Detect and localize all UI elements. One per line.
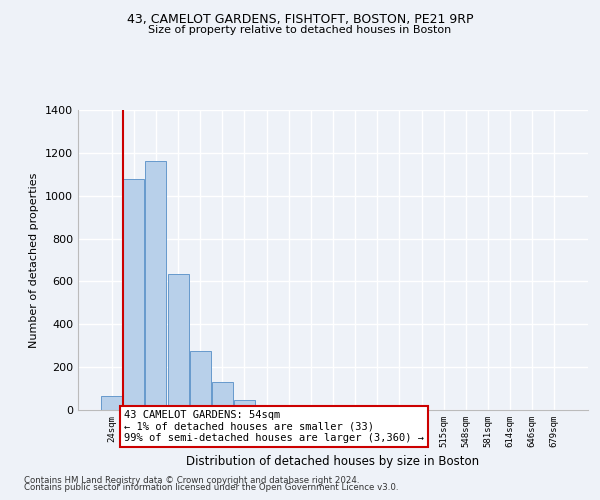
Text: Contains HM Land Registry data © Crown copyright and database right 2024.: Contains HM Land Registry data © Crown c… xyxy=(24,476,359,485)
Bar xyxy=(167,274,188,410)
Bar xyxy=(389,407,410,410)
Text: 43 CAMELOT GARDENS: 54sqm
← 1% of detached houses are smaller (33)
99% of semi-d: 43 CAMELOT GARDENS: 54sqm ← 1% of detach… xyxy=(124,410,424,443)
Text: Size of property relative to detached houses in Boston: Size of property relative to detached ho… xyxy=(148,25,452,35)
Bar xyxy=(234,400,255,410)
Bar xyxy=(212,382,233,410)
Bar xyxy=(256,406,277,410)
X-axis label: Distribution of detached houses by size in Boston: Distribution of detached houses by size … xyxy=(187,456,479,468)
Bar xyxy=(190,351,211,410)
Bar xyxy=(278,407,299,410)
Text: Contains public sector information licensed under the Open Government Licence v3: Contains public sector information licen… xyxy=(24,484,398,492)
Y-axis label: Number of detached properties: Number of detached properties xyxy=(29,172,40,348)
Text: 43, CAMELOT GARDENS, FISHTOFT, BOSTON, PE21 9RP: 43, CAMELOT GARDENS, FISHTOFT, BOSTON, P… xyxy=(127,12,473,26)
Bar xyxy=(145,162,166,410)
Bar xyxy=(124,178,145,410)
Bar xyxy=(101,396,122,410)
Bar xyxy=(301,407,322,410)
Bar xyxy=(344,407,365,410)
